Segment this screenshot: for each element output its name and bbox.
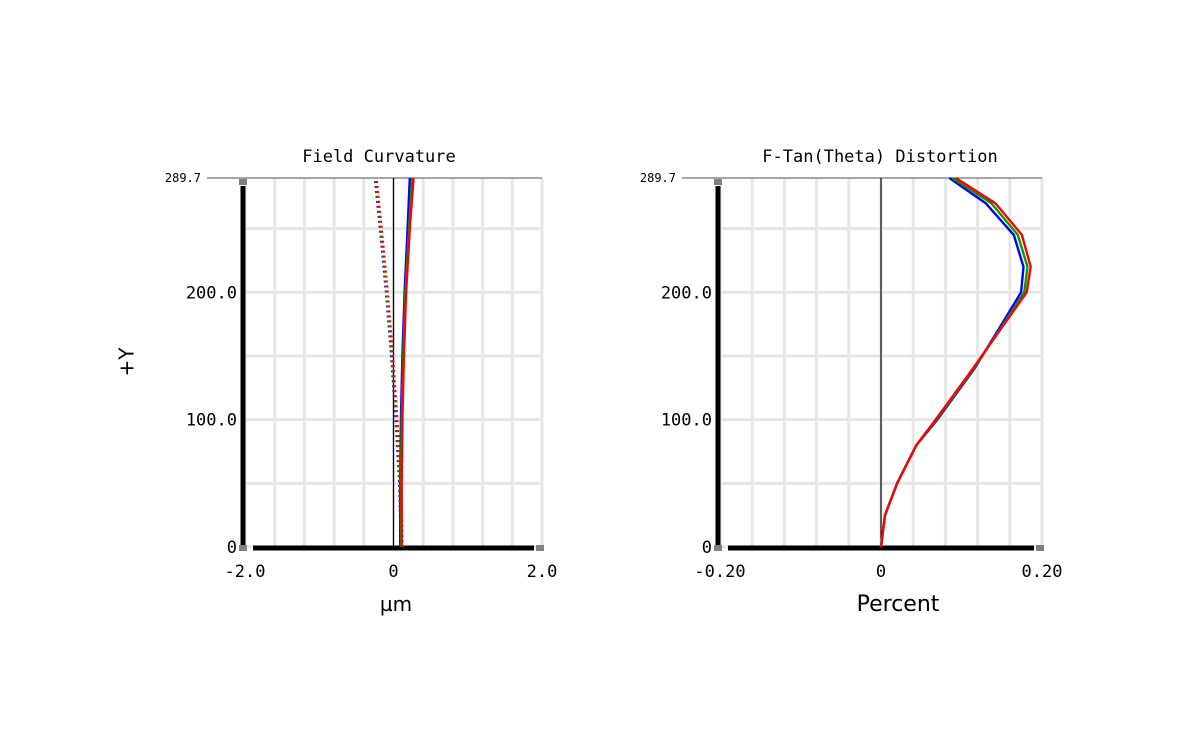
series-group	[879, 176, 1032, 548]
y-tick-label: 100.0	[661, 411, 712, 431]
y-axis-label: +Y	[115, 347, 139, 377]
grid	[682, 177, 1044, 549]
series-line	[373, 177, 403, 548]
x-tick-label: 0	[388, 562, 398, 582]
distortion-panel: F-Tan(Theta) Distortion -0.20 0 0.20 0 100.0…	[640, 147, 1063, 617]
y-tick-label: 200.0	[186, 283, 237, 303]
series-line	[879, 177, 1025, 548]
grid	[207, 177, 544, 549]
x-tick-label: 0.20	[1022, 562, 1063, 582]
axis-cap	[239, 545, 247, 551]
axes	[714, 178, 1044, 551]
y-tick-label: 0	[227, 538, 237, 558]
field-curvature-panel: Field Curvature -2.0 0 2.0 0 100.0 200.0 289.7…	[165, 147, 557, 616]
axis-cap	[239, 179, 247, 185]
x-axis-label: Percent	[857, 592, 940, 617]
y-tick-label: 100.0	[186, 411, 237, 431]
axis-cap	[1036, 545, 1044, 551]
y-tick-label: 0	[702, 538, 712, 558]
axis-cap	[714, 179, 722, 185]
axis-cap	[536, 545, 544, 551]
chart-title: Field Curvature	[302, 147, 456, 167]
x-tick-label: 2.0	[527, 562, 558, 582]
axis-cap	[714, 545, 722, 551]
series-line	[375, 177, 404, 548]
series-line	[374, 177, 403, 548]
x-tick-label: -2.0	[225, 562, 266, 582]
series-line	[879, 176, 1029, 548]
chart-title: F-Tan(Theta) Distortion	[762, 147, 997, 167]
y-tick-label: 289.7	[165, 171, 201, 185]
series-line	[400, 177, 415, 547]
x-tick-label: 0	[876, 562, 886, 582]
axes	[239, 178, 544, 551]
series-group	[373, 177, 415, 548]
x-axis-label: µm	[380, 592, 412, 616]
x-tick-label: -0.20	[694, 562, 745, 582]
series-line	[879, 176, 1032, 548]
y-tick-label: 200.0	[661, 283, 712, 303]
y-tick-label: 289.7	[640, 171, 676, 185]
tick-labels: -0.20 0 0.20 0 100.0 200.0 289.7	[640, 171, 1063, 582]
tick-labels: -2.0 0 2.0 0 100.0 200.0 289.7	[165, 171, 557, 582]
